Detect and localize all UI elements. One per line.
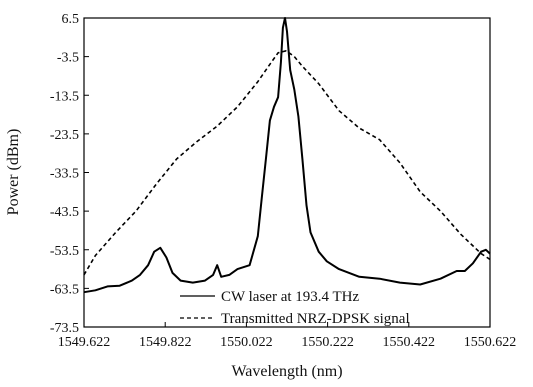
y-tick-label: -33.5 bbox=[50, 167, 79, 182]
series-line-nrz-dpsk bbox=[83, 49, 491, 276]
legend-label-cw-laser: CW laser at 193.4 THz bbox=[221, 289, 360, 305]
legend: CW laser at 193.4 THz Transmitted NRZ-DP… bbox=[180, 289, 410, 327]
legend-label-nrz-dpsk: Transmitted NRZ-DPSK signal bbox=[221, 311, 410, 327]
x-tick-label: 1550.222 bbox=[301, 335, 354, 350]
axes-layer: 1549.622 1549.822 1550.022 1550.222 1550.422… bbox=[50, 12, 516, 350]
x-tick-label: 1550.622 bbox=[464, 335, 517, 350]
y-tick-label: -3.5 bbox=[57, 51, 79, 66]
x-tick-label: 1550.022 bbox=[220, 335, 273, 350]
x-axis-label: Wavelength (nm) bbox=[231, 363, 342, 380]
series-line-cw-laser bbox=[83, 17, 491, 294]
y-axis-label: Power (dBm) bbox=[5, 129, 22, 216]
x-tick-label: 1549.622 bbox=[58, 335, 111, 350]
y-tick-label: -53.5 bbox=[50, 244, 79, 259]
y-tick-label: -63.5 bbox=[50, 282, 79, 297]
y-tick-label: -73.5 bbox=[50, 321, 79, 336]
plot-frame bbox=[83, 17, 491, 328]
x-tick-label: 1550.422 bbox=[383, 335, 436, 350]
y-tick-label: -23.5 bbox=[50, 128, 79, 143]
x-tick-label: 1549.822 bbox=[139, 335, 192, 350]
y-tick-label: -13.5 bbox=[50, 89, 79, 104]
y-tick-label: -43.5 bbox=[50, 205, 79, 220]
y-tick-label: 6.5 bbox=[62, 12, 80, 27]
series-layer bbox=[83, 17, 491, 294]
